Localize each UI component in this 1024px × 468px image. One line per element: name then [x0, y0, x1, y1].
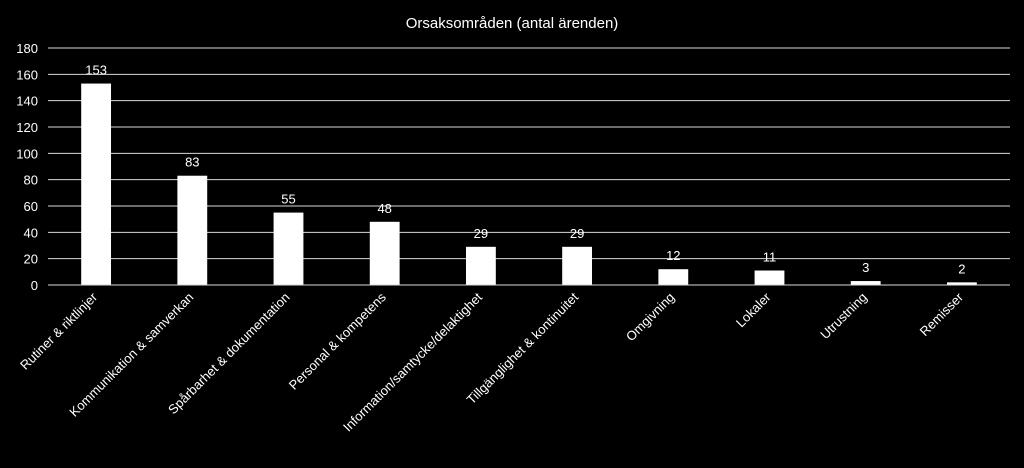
x-tick-label: Utrustning — [817, 290, 870, 343]
y-tick-label: 160 — [16, 67, 38, 82]
bar — [273, 212, 304, 285]
data-label: 48 — [377, 201, 391, 216]
bar — [465, 246, 496, 285]
chart-title: Orsaksområden (antal ärenden) — [406, 15, 619, 32]
data-label: 3 — [862, 260, 869, 275]
x-tick-label: Tillgänglighet & kontinuitet — [464, 289, 582, 407]
bar — [562, 246, 593, 285]
y-tick-label: 140 — [16, 94, 38, 109]
data-labels: 153 83 55 48 29 29 12 11 3 2 — [85, 63, 965, 277]
x-tick-label: Rutiner & riktlinjer — [17, 289, 101, 373]
y-tick-label: 80 — [24, 173, 38, 188]
data-label: 83 — [185, 155, 199, 170]
bar — [946, 282, 977, 285]
bar — [81, 83, 112, 285]
x-tick-label: Personal & kompetens — [286, 289, 389, 392]
data-label: 2 — [958, 261, 965, 276]
y-tick-label: 20 — [24, 252, 38, 267]
bar — [369, 221, 400, 285]
y-tick-label: 100 — [16, 146, 38, 161]
data-label: 12 — [666, 248, 680, 263]
x-tick-label: Remisser — [917, 289, 967, 339]
bar — [658, 269, 689, 285]
data-label: 153 — [85, 63, 107, 78]
data-label: 29 — [570, 226, 584, 241]
data-label: 55 — [281, 192, 295, 207]
x-tick-label: Lokaler — [733, 289, 774, 330]
y-axis-ticks: 0 20 40 60 80 100 120 140 160 180 — [16, 41, 38, 293]
x-tick-label: Omgivning — [623, 290, 678, 345]
bars — [81, 83, 977, 285]
y-tick-label: 120 — [16, 120, 38, 135]
y-tick-label: 0 — [31, 278, 38, 293]
data-label: 29 — [474, 226, 488, 241]
bar — [754, 270, 785, 285]
bar — [177, 175, 208, 285]
gridlines — [48, 47, 1010, 260]
y-tick-label: 180 — [16, 41, 38, 56]
y-tick-label: 40 — [24, 225, 38, 240]
y-tick-label: 60 — [24, 199, 38, 214]
data-label: 11 — [763, 250, 777, 265]
bar — [850, 281, 881, 285]
